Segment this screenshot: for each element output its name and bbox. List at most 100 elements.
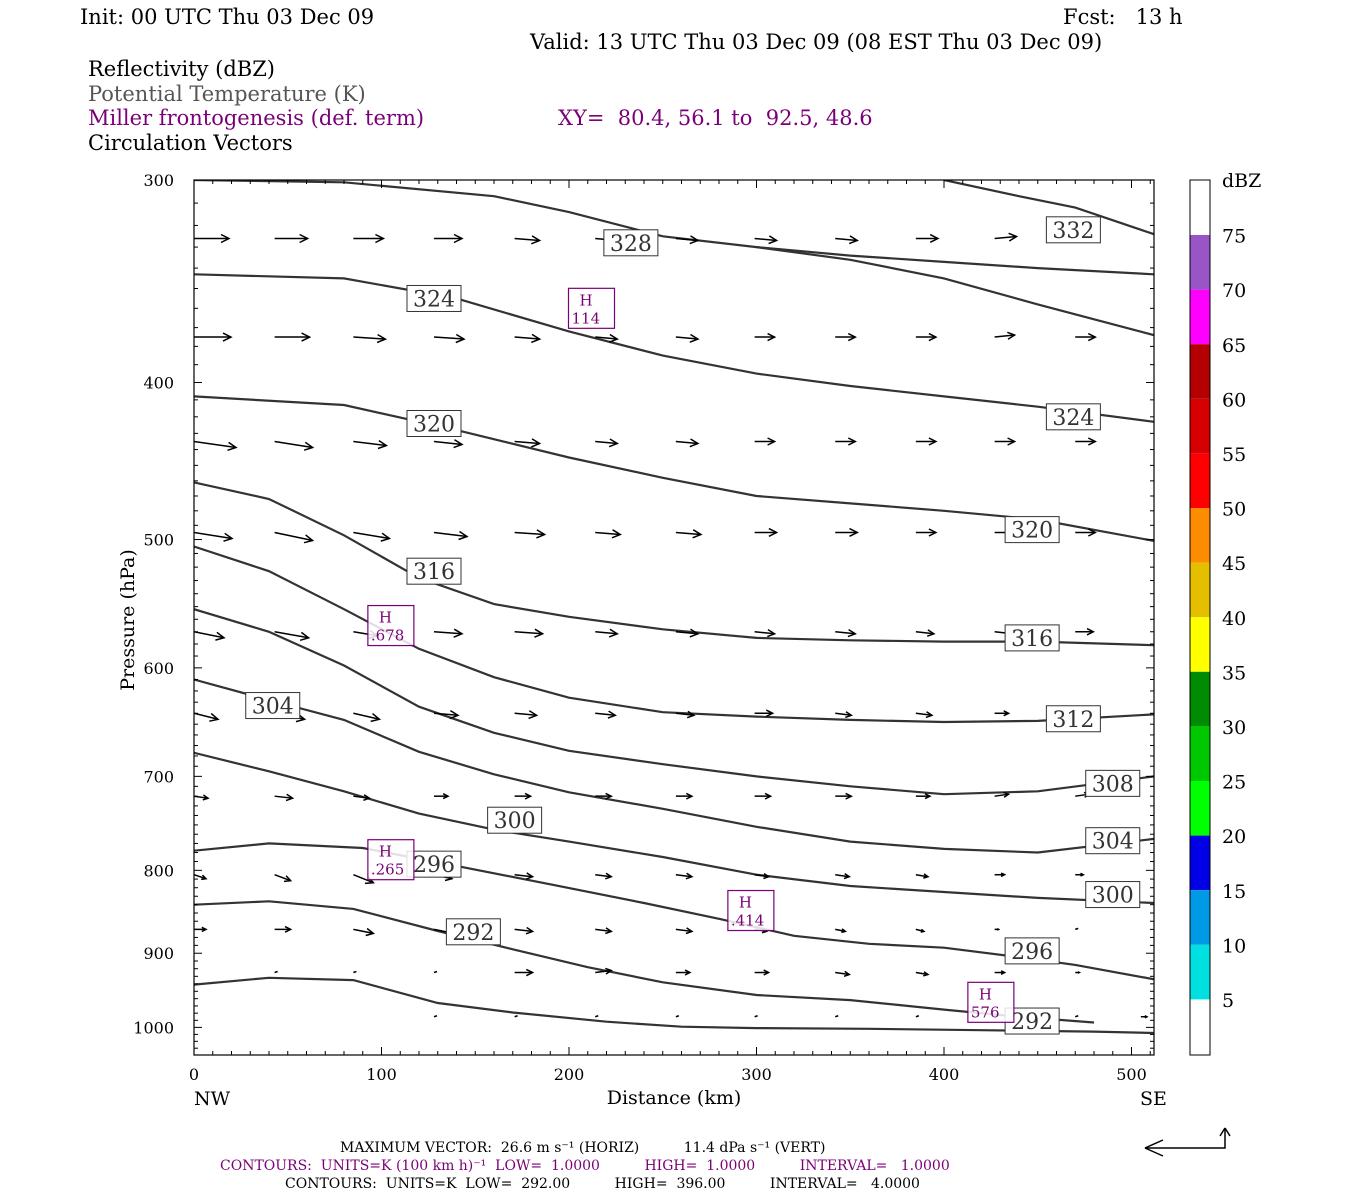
colorbar-segment [1190, 235, 1210, 290]
high-value: 114 [572, 309, 601, 327]
circulation-vector [835, 628, 857, 638]
circulation-vector [1075, 627, 1095, 636]
contour-label-box [1004, 516, 1060, 544]
high-letter: H [580, 291, 593, 309]
contour-label-box [1045, 403, 1101, 431]
contour-label-box [245, 692, 301, 720]
circulation-vector [353, 794, 372, 802]
circulation-vector [274, 874, 293, 883]
colorbar-label: 25 [1222, 772, 1246, 794]
colorbar-segment [1190, 1000, 1210, 1055]
theta-contour-320 [194, 395, 1154, 542]
circulation-vector [274, 631, 311, 642]
colorbar-label: 40 [1222, 608, 1246, 630]
contour-label: 328 [610, 232, 652, 257]
circulation-vector [1140, 1015, 1149, 1019]
circulation-vector [1075, 332, 1097, 342]
y-tick-label: 700 [143, 767, 174, 786]
contour-label: 296 [413, 853, 455, 878]
colorbar-segment [1190, 562, 1210, 618]
circulation-vector [675, 969, 692, 976]
circulation-vector [514, 438, 542, 448]
circulation-vector [994, 232, 1019, 242]
circulation-vector [675, 872, 694, 880]
circulation-vector [1075, 872, 1085, 877]
circulation-vector [1075, 437, 1097, 446]
valid-time: Valid: 13 UTC Thu 03 Dec 09 (08 EST Thu … [530, 30, 1103, 54]
y-tick-label: 500 [143, 531, 174, 550]
theta-contour-328 [194, 180, 1154, 276]
circulation-vector [915, 1014, 920, 1018]
contour-label-box [406, 409, 462, 437]
circulation-vector [994, 710, 1011, 717]
contour-label-box [1085, 881, 1141, 909]
circulation-vector [433, 333, 466, 344]
circulation-vector [915, 332, 938, 342]
field-reflectivity: Reflectivity (dBZ) [88, 57, 276, 81]
contour-label-box [445, 918, 501, 946]
x-tick-label: 300 [741, 1065, 772, 1084]
circulation-vector [514, 872, 535, 880]
circulation-vector [754, 437, 777, 446]
circulation-vector [595, 333, 619, 343]
colorbar-frame [1189, 179, 1211, 1056]
circulation-vector [514, 529, 547, 539]
circulation-vector [675, 927, 694, 935]
contour-label-box [1085, 827, 1141, 855]
colorbar-label: 60 [1222, 389, 1246, 411]
circulation-vector [514, 792, 533, 800]
circulation-vector [433, 970, 438, 974]
footer-contours-theta: CONTOURS: UNITS=K LOW= 292.00 HIGH= 396.… [285, 1176, 920, 1192]
circulation-vector [194, 874, 208, 881]
high-letter: H [379, 843, 392, 861]
reference-vector [1144, 1127, 1231, 1157]
contour-label: 324 [1052, 406, 1094, 431]
circulation-vector [994, 437, 1017, 446]
circulation-vector [835, 437, 857, 446]
circulation-vector [1075, 528, 1097, 537]
circulation-vector [194, 440, 238, 452]
circulation-vector [274, 970, 278, 974]
circulation-vector [915, 233, 940, 243]
colorbar-label: 55 [1222, 444, 1246, 466]
theta-contour-304 [194, 678, 1154, 854]
colorbar-label: 15 [1222, 881, 1246, 903]
circulation-vector [675, 529, 703, 539]
colorbar-segment [1190, 398, 1210, 454]
contour-label: 320 [1011, 519, 1053, 544]
circulation-vector [754, 235, 779, 245]
colorbar-label: 30 [1222, 717, 1246, 739]
circulation-vector [835, 527, 859, 537]
theta-contour-300 [194, 751, 1154, 905]
circulation-vector [594, 1014, 599, 1018]
colorbar-title: dBZ [1222, 170, 1261, 192]
circulation-vector [754, 969, 771, 976]
theta-contour-288 [194, 976, 1154, 1035]
circulation-vector [433, 628, 464, 638]
high-value: .265 [371, 861, 404, 879]
contour-label: 304 [1092, 830, 1134, 855]
circulation-vector [915, 629, 936, 637]
circulation-vector [835, 332, 857, 342]
circulation-vector [754, 332, 777, 342]
contour-label-box [487, 806, 543, 834]
circulation-vector [353, 970, 357, 974]
circulation-vector [595, 710, 617, 719]
contour-label: 292 [452, 921, 494, 946]
colorbar-segment [1190, 835, 1210, 891]
colorbar-segment [1190, 180, 1210, 235]
circulation-vector [194, 712, 220, 722]
circulation-vector [835, 235, 859, 245]
circulation-vector [915, 528, 938, 537]
circulation-vector [915, 711, 934, 719]
circulation-vector [835, 711, 853, 719]
circulation-vector [994, 970, 1007, 975]
colorbar-segment [1190, 781, 1210, 836]
circulation-vector [595, 438, 619, 448]
y-axis-title: Pressure (hPa) [117, 549, 139, 691]
circulation-vector [915, 971, 930, 977]
x-tick-label: 500 [1116, 1065, 1147, 1084]
